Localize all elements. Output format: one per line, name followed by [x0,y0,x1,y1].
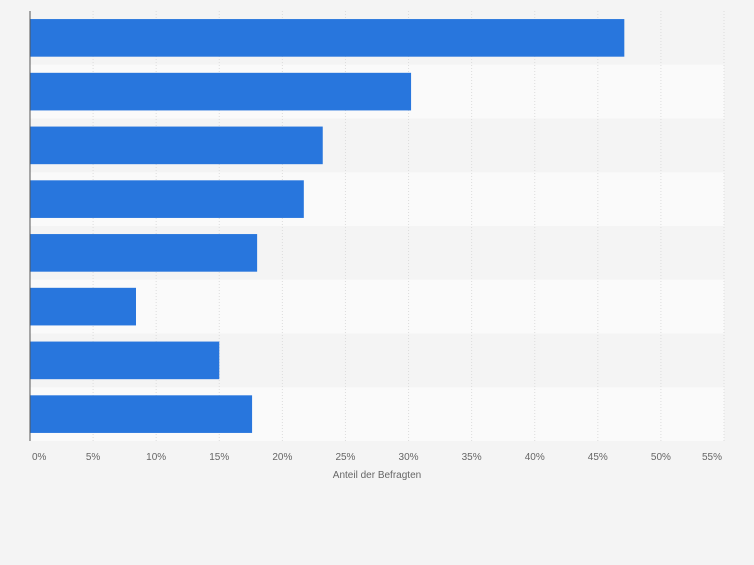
x-tick-label: 35% [462,452,482,463]
x-tick-label: 30% [399,452,419,463]
x-tick-label: 20% [272,452,292,463]
bar [30,395,253,433]
x-tick-label: 10% [146,452,166,463]
bar [30,72,412,111]
x-tick-label: 5% [86,452,101,463]
x-tick-label: 0% [32,452,47,463]
x-tick-label: 45% [588,452,608,463]
bar [30,341,220,380]
row-band [30,279,724,334]
x-tick-label: 25% [335,452,355,463]
x-tick-label: 40% [525,452,545,463]
x-axis-label: Anteil der Befragten [333,470,421,481]
x-tick-label: 50% [651,452,671,463]
bar [30,19,625,57]
bar [30,287,136,326]
bar [30,126,323,165]
x-tick-label: 15% [209,452,229,463]
bar [30,234,258,272]
bars [30,19,625,433]
x-tick-label: 55% [702,452,722,463]
bar [30,180,304,218]
x-tick-labels: 0% 5% 10% 15% 20% 25% 30% 35% 40% 45% 50% 55% [32,452,722,463]
